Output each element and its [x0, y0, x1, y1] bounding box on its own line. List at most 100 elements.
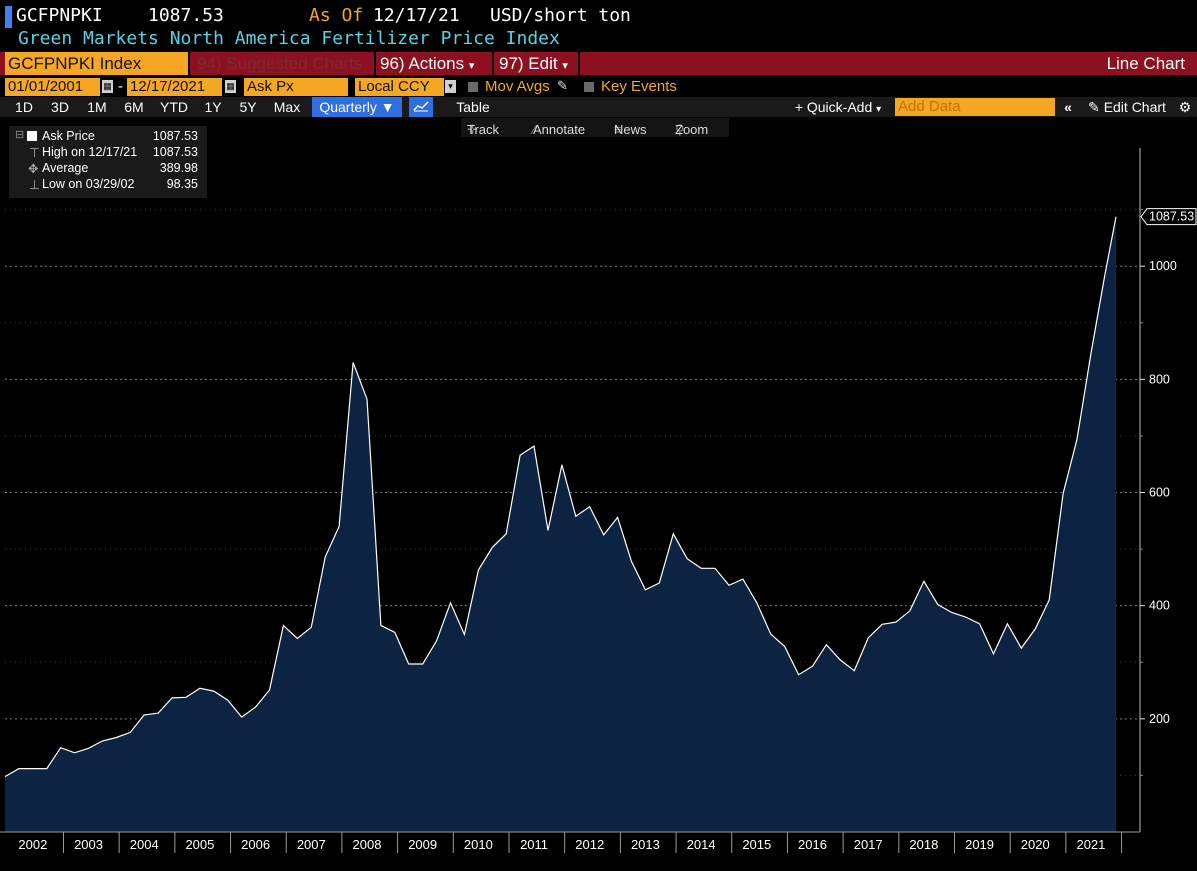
x-tick-label: 2006 [241, 837, 270, 852]
range-ytd-button[interactable]: YTD [160, 99, 188, 115]
range-1m-button[interactable]: 1M [87, 99, 107, 115]
x-tick-label: 2019 [965, 837, 994, 852]
x-tick-label: 2002 [18, 837, 47, 852]
legend-ask-label: Ask Price [42, 129, 95, 143]
y-tick-label: 400 [1149, 599, 1170, 613]
pencil-icon[interactable]: ✎ [557, 78, 568, 93]
triangle-down-icon: ▼ [380, 99, 395, 115]
x-tick-label: 2008 [353, 837, 382, 852]
y-tick-label: 600 [1149, 486, 1170, 500]
collapse-toggle-icon[interactable]: ⊟ [15, 129, 25, 141]
crosshair-icon: ✛ [467, 122, 478, 137]
x-tick-label: 2016 [798, 837, 827, 852]
chevron-down-icon[interactable]: ▾ [445, 80, 456, 93]
legend-high-value: 1087.53 [152, 145, 198, 159]
track-label: Track [467, 122, 500, 137]
line-chart-icon[interactable] [409, 97, 433, 117]
start-date-input[interactable]: 01/01/2001 [5, 78, 100, 96]
news-icon: ≡ [614, 122, 622, 137]
chevron-down-icon: ▾ [468, 60, 475, 72]
gear-icon[interactable]: ⚙ [1178, 99, 1192, 115]
range-toolbar: 1D 3D 1M 6M YTD 1Y 5Y Max Quarterly ▼ Ta… [0, 97, 1197, 117]
calendar-icon[interactable]: ▦ [102, 80, 113, 93]
security-marker [5, 6, 12, 28]
security-header: GCFPNPKI 1087.53 As Of 12/17/21 USD/shor… [0, 4, 1197, 28]
average-marker-icon: ✥ [28, 162, 39, 176]
x-tick-label: 2014 [687, 837, 716, 852]
collapse-icon[interactable]: « [1064, 99, 1072, 115]
legend-avg-label: Average [42, 161, 89, 175]
pencil-icon: ✎ [1088, 99, 1100, 115]
calendar-icon[interactable]: ▦ [225, 80, 236, 93]
key-events-checkbox[interactable] [584, 82, 594, 92]
key-events-label: Key Events [601, 78, 677, 95]
chart-tools: ✛ Track ∕ Annotate ≡ News ⚲ Zoom [461, 118, 729, 137]
legend-high-label: High on 12/17/21 [42, 145, 138, 159]
security-field[interactable]: GCFPNPKI Index [5, 52, 188, 75]
suggested-charts-button[interactable]: 94) Suggested Charts [197, 54, 363, 73]
high-marker-icon: ⊤ [29, 146, 40, 160]
last-value: 1087.53 [148, 5, 224, 26]
range-5y-button[interactable]: 5Y [239, 99, 257, 115]
x-tick-label: 2007 [297, 837, 326, 852]
end-date-input[interactable]: 12/17/2021 [127, 78, 222, 96]
legend-low-label: Low on 03/29/02 [42, 177, 135, 191]
x-tick-label: 2015 [742, 837, 771, 852]
add-data-input[interactable]: Add Data [895, 98, 1055, 116]
range-1y-button[interactable]: 1Y [204, 99, 222, 115]
x-tick-label: 2011 [520, 837, 548, 852]
legend-low-value: 98.35 [166, 177, 198, 191]
y-tick-label: 800 [1149, 372, 1170, 386]
x-axis-bar [0, 832, 1140, 871]
edit-chart-button[interactable]: ✎ Edit Chart [1082, 97, 1172, 117]
security-description: Green Markets North America Fertilizer P… [18, 28, 560, 49]
edit-chart-label: Edit Chart [1103, 99, 1166, 115]
x-tick-label: 2012 [575, 837, 604, 852]
chevron-down-icon: ▾ [562, 60, 568, 72]
range-3d-button[interactable]: 3D [51, 99, 69, 115]
x-tick-label: 2010 [464, 837, 493, 852]
actions-label: 96) Actions [380, 54, 465, 73]
field-select[interactable]: Ask Px [244, 78, 348, 96]
unit-label: USD/short ton [490, 5, 631, 26]
series-swatch [27, 131, 37, 141]
as-of-date: 12/17/21 [373, 5, 460, 26]
range-1d-button[interactable]: 1D [15, 99, 33, 115]
chart-type-label[interactable]: Line Chart [1106, 54, 1185, 73]
frequency-select[interactable]: Quarterly ▼ [312, 97, 402, 117]
last-value-label: 1087.53 [1149, 210, 1194, 224]
x-tick-label: 2021 [1076, 837, 1105, 852]
actions-button[interactable]: 96) Actions ▾ [380, 52, 474, 75]
ticker: GCFPNPKI [16, 5, 103, 26]
series-line [4, 216, 1117, 778]
range-6m-button[interactable]: 6M [124, 99, 144, 115]
x-tick-label: 2018 [909, 837, 938, 852]
x-tick-label: 2017 [854, 837, 883, 852]
edit-button[interactable]: 97) Edit ▾ [499, 52, 568, 75]
table-button[interactable]: Table [456, 99, 490, 115]
edit-label: 97) Edit [499, 54, 558, 73]
quick-add-label: + Quick-Add [794, 99, 873, 115]
mov-avgs-checkbox[interactable] [468, 82, 478, 92]
date-range-row: 01/01/2001 ▦ - 12/17/2021 ▦ Ask Px Local… [0, 77, 1197, 97]
magnifier-icon: ⚲ [675, 122, 685, 137]
annotate-label: Annotate [533, 122, 586, 137]
x-tick-label: 2013 [631, 837, 660, 852]
chart-legend: ⊟ Ask Price 1087.53 ⊤ High on 12/17/21 1… [9, 126, 207, 198]
price-chart[interactable]: 200 400 600 800 1000 1087.53 2002 2003 2004 2005 2… [0, 118, 1197, 871]
low-marker-icon: ⊥ [29, 178, 40, 192]
zoom-label: Zoom [675, 122, 709, 137]
x-tick-label: 2004 [130, 837, 159, 852]
y-tick-label: 200 [1149, 712, 1170, 726]
last-value-tag [1140, 208, 1197, 226]
x-tick-label: 2009 [408, 837, 437, 852]
legend-ask-value: 1087.53 [152, 129, 198, 143]
chart-toolbar: GCFPNPKI Index 94) Suggested Charts 96) … [0, 52, 1197, 75]
range-max-button[interactable]: Max [273, 99, 301, 115]
date-separator: - [118, 78, 123, 95]
frequency-label: Quarterly [319, 99, 377, 115]
quick-add-button[interactable]: + Quick-Add ▾ [788, 97, 888, 117]
currency-select[interactable]: Local CCY [355, 78, 444, 96]
news-label: News [614, 122, 647, 137]
series-area [5, 216, 1116, 832]
